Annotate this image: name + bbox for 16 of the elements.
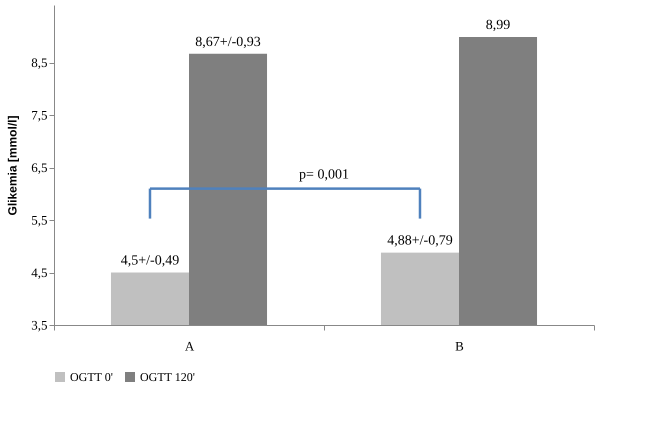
y-tick-label: 8,5 bbox=[31, 55, 48, 70]
data-label: 8,67+/-0,93 bbox=[195, 34, 261, 50]
y-tick-label: 3,5 bbox=[31, 318, 48, 332]
x-tick-label: B bbox=[455, 338, 464, 354]
y-tick-label: 7,5 bbox=[31, 108, 48, 123]
y-tick-label: 5,5 bbox=[31, 212, 48, 228]
legend-label: OGTT 0' bbox=[70, 370, 113, 384]
annotation: p= 0,001 bbox=[299, 168, 349, 183]
x-tick-label: A bbox=[184, 338, 195, 354]
data-label: 4,5+/-0,49 bbox=[120, 254, 180, 269]
y-tick-label: 6,5 bbox=[31, 160, 48, 176]
y-tick-label: 4,5 bbox=[31, 265, 48, 280]
data-label: 4,88+/-0,79 bbox=[387, 234, 453, 249]
data-label: 8,99 bbox=[486, 18, 510, 33]
y-axis-title: Glikemia [mmol/l] bbox=[5, 115, 20, 216]
legend-label: OGTT 120' bbox=[140, 370, 195, 384]
